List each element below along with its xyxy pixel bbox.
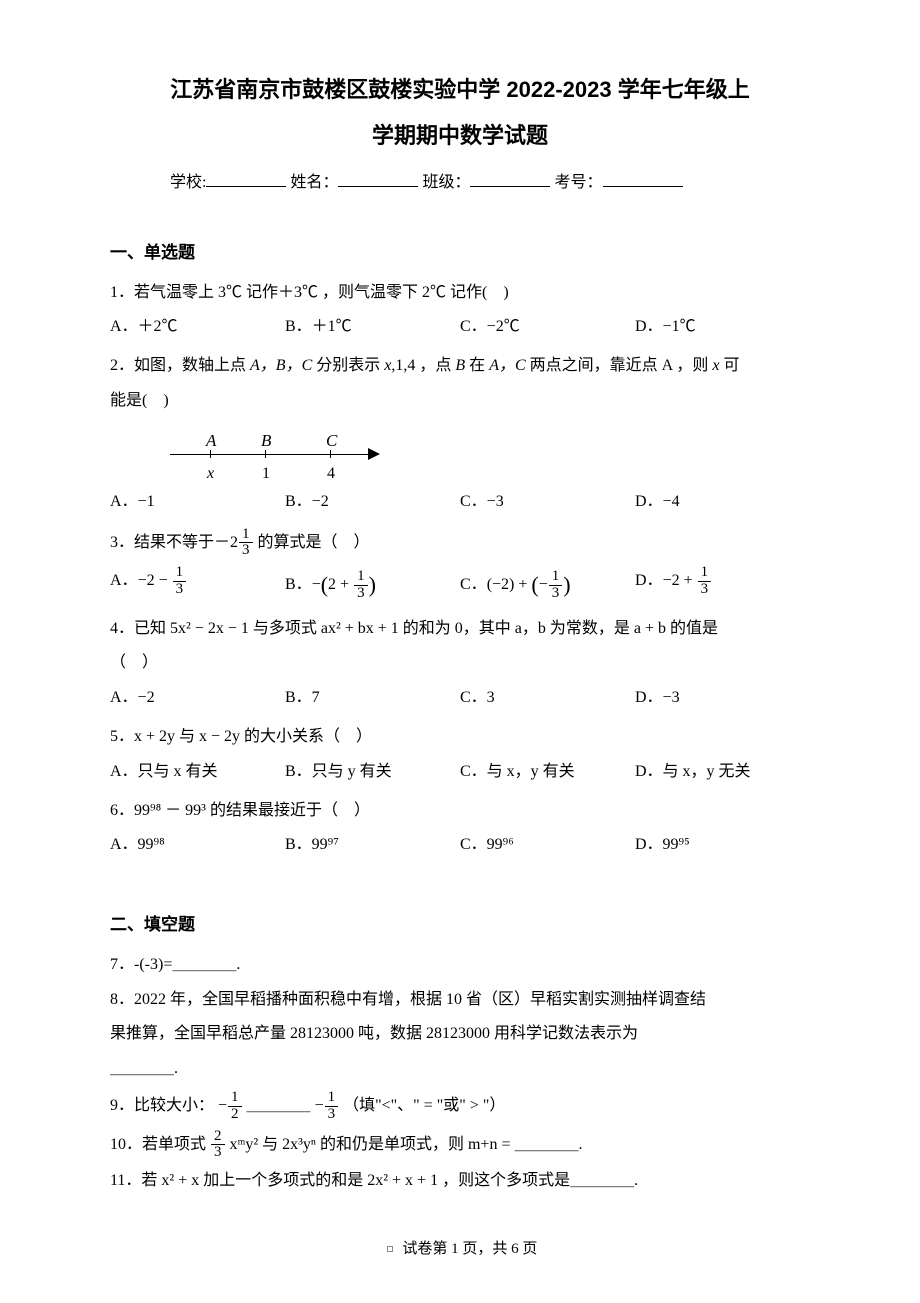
q1-opt-c[interactable]: C．−2℃ <box>460 313 635 342</box>
nl-label-B: B <box>261 426 271 457</box>
footer-marker-icon <box>387 1246 393 1252</box>
title-line-1: 江苏省南京市鼓楼区鼓楼实验中学 2022-2023 学年七年级上 <box>110 70 810 110</box>
question-8-l3: ＿＿＿＿. <box>110 1055 810 1084</box>
blank-examno[interactable] <box>603 171 683 187</box>
label-examno: 考号： <box>554 174 602 191</box>
q5-opt-d[interactable]: D．与 x，y 无关 <box>635 758 810 787</box>
footer-text: 试卷第 1 页，共 6 页 <box>402 1241 537 1257</box>
q1-options: A．＋2℃ B．＋1℃ C．−2℃ D．−1℃ <box>110 313 810 342</box>
q3-opt-c[interactable]: C．(−2) + (−13) <box>460 565 635 605</box>
q2-opt-a[interactable]: A．−1 <box>110 488 285 517</box>
q3-stem-pre: 3．结果不等于－2 <box>110 533 238 550</box>
nl-label-A: A <box>206 426 216 457</box>
q4-opt-a[interactable]: A．−2 <box>110 684 285 713</box>
title-line-2: 学期期中数学试题 <box>110 116 810 156</box>
section-2-heading: 二、填空题 <box>110 910 810 941</box>
q4-options: A．−2 B．7 C．3 D．−3 <box>110 684 810 713</box>
q6-opt-d[interactable]: D．99⁹⁵ <box>635 831 810 860</box>
q2-options: A．−1 B．−2 C．−3 D．−4 <box>110 488 810 517</box>
question-10: 10．若单项式 23 xᵐy² 与 2x³yⁿ 的和仍是单项式，则 m+n = … <box>110 1129 810 1162</box>
q2-opt-b[interactable]: B．−2 <box>285 488 460 517</box>
question-3: 3．结果不等于－213 的算式是（ ） <box>110 527 810 560</box>
q4-opt-c[interactable]: C．3 <box>460 684 635 713</box>
nl-label-x: x <box>207 460 214 489</box>
q2-opt-d[interactable]: D．−4 <box>635 488 810 517</box>
q2-stem-part3: ，点 <box>419 357 455 374</box>
question-6: 6．99⁹⁸ － 99³ 的结果最接近于（ ） <box>110 797 810 826</box>
q3-opt-a[interactable]: A．−2 − 13 <box>110 565 285 605</box>
student-info: 学校: 姓名： 班级： 考号： <box>170 169 810 198</box>
question-7: 7．-(-3)=＿＿＿＿. <box>110 951 810 980</box>
q1-stem: 1．若气温零上 3℃ 记作＋3℃ ，则气温零下 2℃ 记作( ) <box>110 284 509 301</box>
q1-opt-b[interactable]: B．＋1℃ <box>285 313 460 342</box>
q2-stem-part6: 可 <box>723 357 739 374</box>
q6-opt-b[interactable]: B．99⁹⁷ <box>285 831 460 860</box>
q2-stem-part2: 分别表示 <box>316 357 384 374</box>
q4-stem: 4．已知 5x² − 2x − 1 与多项式 ax² + bx + 1 的和为 … <box>110 620 718 637</box>
q9-mid[interactable]: ＿＿＿＿ <box>247 1097 311 1114</box>
q6-opt-c[interactable]: C．99⁹⁶ <box>460 831 635 860</box>
blank-class[interactable] <box>470 171 550 187</box>
q4-stem2: （ ） <box>110 649 810 678</box>
q2-stem-part5: 两点之间，靠近点 A ，则 <box>530 357 713 374</box>
question-4: 4．已知 5x² − 2x − 1 与多项式 ax² + bx + 1 的和为 … <box>110 615 810 644</box>
q3-options: A．−2 − 13 B．−(2 + 13) C．(−2) + (−13) D．−… <box>110 565 810 605</box>
label-class: 班级： <box>422 174 470 191</box>
number-line-figure: A B C x 1 4 <box>170 424 390 484</box>
question-8-l2: 果推算，全国早稻总产量 28123000 吨，数据 28123000 用科学记数… <box>110 1020 810 1049</box>
q4-opt-d[interactable]: D．−3 <box>635 684 810 713</box>
q9-pre: 9．比较大小： <box>110 1097 214 1114</box>
q3-stem-post: 的算式是（ ） <box>254 533 370 550</box>
page-footer: 试卷第 1 页，共 6 页 <box>110 1236 810 1263</box>
q1-opt-d[interactable]: D．−1℃ <box>635 313 810 342</box>
blank-school[interactable] <box>206 171 286 187</box>
q2-stem-part4: 在 <box>469 357 489 374</box>
q4-opt-b[interactable]: B．7 <box>285 684 460 713</box>
nl-label-1: 1 <box>262 460 270 489</box>
q6-options: A．99⁹⁸ B．99⁹⁷ C．99⁹⁶ D．99⁹⁵ <box>110 831 810 860</box>
q2-stem-part1: 2．如图，数轴上点 <box>110 357 250 374</box>
question-9: 9．比较大小： −12 ＿＿＿＿ −13 （填"<"、" = "或" > "） <box>110 1090 810 1123</box>
q10-blank[interactable]: ＿＿＿＿. <box>514 1135 582 1152</box>
arrow-icon <box>368 448 380 460</box>
q9-post: （填"<"、" = "或" > "） <box>343 1097 505 1114</box>
section-1-heading: 一、单选题 <box>110 238 810 269</box>
question-2: 2．如图，数轴上点 A，B，C 分别表示 x,1,4 ，点 B 在 A，C 两点… <box>110 352 810 381</box>
q5-opt-b[interactable]: B．只与 y 有关 <box>285 758 460 787</box>
q3-opt-d[interactable]: D．−2 + 13 <box>635 565 810 605</box>
question-1: 1．若气温零上 3℃ 记作＋3℃ ，则气温零下 2℃ 记作( ) <box>110 279 810 308</box>
question-11: 11．若 x² + x 加上一个多项式的和是 2x² + x + 1 ，则这个多… <box>110 1167 810 1196</box>
question-8-l1: 8．2022 年，全国早稻播种面积稳中有增，根据 10 省（区）早稻实割实测抽样… <box>110 986 810 1015</box>
q3-opt-b[interactable]: B．−(2 + 13) <box>285 565 460 605</box>
q5-options: A．只与 x 有关 B．只与 y 有关 C．与 x，y 有关 D．与 x，y 无… <box>110 758 810 787</box>
question-5: 5．x + 2y 与 x − 2y 的大小关系（ ） <box>110 723 810 752</box>
q6-opt-a[interactable]: A．99⁹⁸ <box>110 831 285 860</box>
nl-label-C: C <box>326 426 337 457</box>
q5-opt-a[interactable]: A．只与 x 有关 <box>110 758 285 787</box>
q1-opt-a[interactable]: A．＋2℃ <box>110 313 285 342</box>
q5-opt-c[interactable]: C．与 x，y 有关 <box>460 758 635 787</box>
q2-opt-c[interactable]: C．−3 <box>460 488 635 517</box>
q10-pre: 10．若单项式 <box>110 1135 206 1152</box>
label-school: 学校: <box>170 174 206 191</box>
q10-mid: xᵐy² 与 2x³yⁿ 的和仍是单项式，则 m+n = <box>230 1135 511 1152</box>
blank-name[interactable] <box>338 171 418 187</box>
nl-label-4: 4 <box>327 460 335 489</box>
q2-stem-line2: 能是( ) <box>110 387 810 416</box>
label-name: 姓名： <box>290 174 338 191</box>
